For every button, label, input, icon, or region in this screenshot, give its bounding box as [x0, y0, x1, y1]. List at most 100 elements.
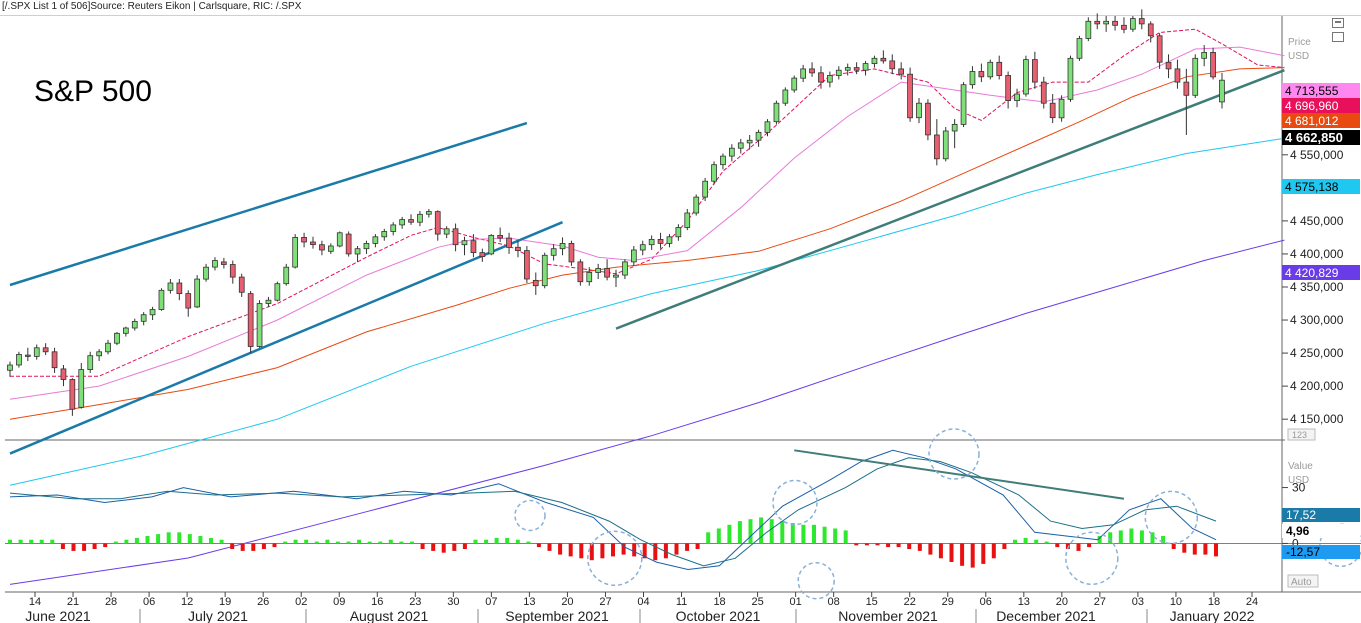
macd-histogram-bar — [579, 543, 584, 559]
minimize-button[interactable] — [1332, 18, 1344, 28]
price-badge — [1282, 265, 1360, 280]
price-badge — [1282, 179, 1360, 194]
macd-histogram-bar — [515, 539, 520, 544]
macd-histogram-bar — [452, 543, 457, 551]
highlight-circle — [587, 530, 643, 587]
candle-body — [925, 102, 931, 136]
highlight-circle — [1144, 490, 1199, 545]
candle-body — [1210, 52, 1216, 78]
candle-body — [105, 342, 111, 353]
candle-body — [604, 268, 610, 278]
day-label: 20 — [1056, 596, 1068, 608]
macd-histogram-bar — [378, 541, 383, 544]
macd-histogram-bar — [801, 524, 806, 544]
candle-body — [140, 314, 147, 322]
candle-body — [550, 248, 557, 256]
macd-histogram-bar — [82, 543, 87, 551]
macd-histogram-bar — [187, 534, 192, 544]
indicator-scale-button — [1287, 574, 1319, 588]
macd-histogram-bar — [568, 543, 573, 557]
macd-histogram-bar — [1087, 543, 1092, 548]
candle-body — [96, 351, 102, 357]
ma-line — [10, 28, 1285, 377]
macd-histogram-bar — [505, 537, 510, 544]
indicator-tick-label: 0 — [1292, 536, 1299, 550]
indicator-tick-label: 30 — [1292, 481, 1306, 495]
candle-body — [1165, 61, 1172, 70]
highlight-circle — [928, 428, 980, 480]
macd-histogram-bar — [1203, 543, 1208, 555]
candle-body — [1040, 81, 1047, 104]
macd-histogram-bar — [113, 541, 118, 544]
macd-histogram-bar — [367, 541, 372, 544]
price-tick-label: 4 300,000 — [1290, 313, 1344, 327]
price-badge — [1282, 83, 1360, 98]
macd-histogram-bar — [1023, 537, 1028, 544]
price-badge-label: 4 575,138 — [1285, 180, 1339, 194]
candle-body — [711, 164, 717, 182]
candle-body — [559, 242, 566, 250]
macd-histogram-bar — [71, 543, 76, 551]
candle-body — [746, 139, 753, 144]
candle-body — [274, 283, 281, 301]
candle-body — [613, 274, 619, 278]
macd-histogram-bar — [769, 519, 774, 544]
source-bar: [/.SPX List 1 of 506]Source: Reuters Eik… — [0, 0, 1361, 16]
day-label: 30 — [447, 596, 459, 608]
candle-body — [666, 236, 673, 244]
candle-body — [265, 299, 272, 304]
source-text: [/.SPX List 1 of 506]Source: Reuters Eik… — [2, 1, 302, 12]
candle-body — [524, 250, 530, 280]
macd-histogram-bar — [526, 541, 531, 544]
candlesticks — [7, 9, 1225, 416]
candle-body — [1147, 23, 1154, 37]
macd-histogram-bar — [685, 543, 690, 551]
chart-title: S&P 500 — [34, 75, 152, 108]
candle-body — [1085, 20, 1092, 39]
macd-histogram-bar — [346, 541, 351, 544]
macd-histogram-bar — [1013, 539, 1017, 544]
candle-body — [639, 244, 646, 251]
candle-body — [131, 320, 138, 329]
macd-histogram-bar — [1044, 541, 1049, 544]
macd-histogram-bar — [1171, 543, 1176, 549]
day-label: 03 — [1132, 596, 1144, 608]
candle-body — [247, 293, 254, 347]
candle-body — [461, 240, 468, 246]
month-label: August 2021 — [350, 608, 429, 623]
macd-histogram-bar — [833, 528, 838, 544]
candle-body — [185, 293, 192, 309]
candle-body — [212, 260, 218, 268]
price-badge — [1282, 113, 1360, 128]
indicator-badge-label: 4,96 — [1286, 524, 1310, 538]
candle-body — [158, 289, 165, 310]
candle-body — [693, 196, 700, 214]
restore-button[interactable] — [1332, 32, 1344, 42]
ma-line — [9, 137, 1285, 486]
macd-histogram-bar — [759, 517, 764, 544]
macd-histogram-bar — [928, 543, 933, 555]
macd-histogram-bar — [166, 532, 171, 544]
macd-histogram-bar — [145, 536, 150, 544]
macd-histogram-bar — [431, 543, 436, 551]
candle-body — [238, 276, 245, 293]
macd-histogram-bar — [251, 543, 256, 551]
macd-histogram-bar — [1076, 543, 1081, 551]
price-scale-button — [1287, 428, 1316, 441]
macd-histogram-bar — [886, 543, 891, 548]
macd-histogram-bar — [790, 523, 795, 544]
macd-histogram-bar — [230, 543, 235, 549]
candle-body — [764, 121, 771, 133]
ma-line — [9, 239, 1285, 585]
candle-body — [1121, 24, 1127, 30]
candle-body — [256, 303, 263, 347]
candle-body — [425, 211, 432, 215]
macd-histogram-bar — [611, 543, 615, 557]
candle-body — [488, 234, 495, 255]
candle-body — [479, 252, 486, 258]
day-label: 18 — [713, 596, 725, 608]
macd-histogram-bar — [335, 541, 340, 544]
candle-body — [345, 233, 352, 255]
day-label: 06 — [980, 596, 992, 608]
